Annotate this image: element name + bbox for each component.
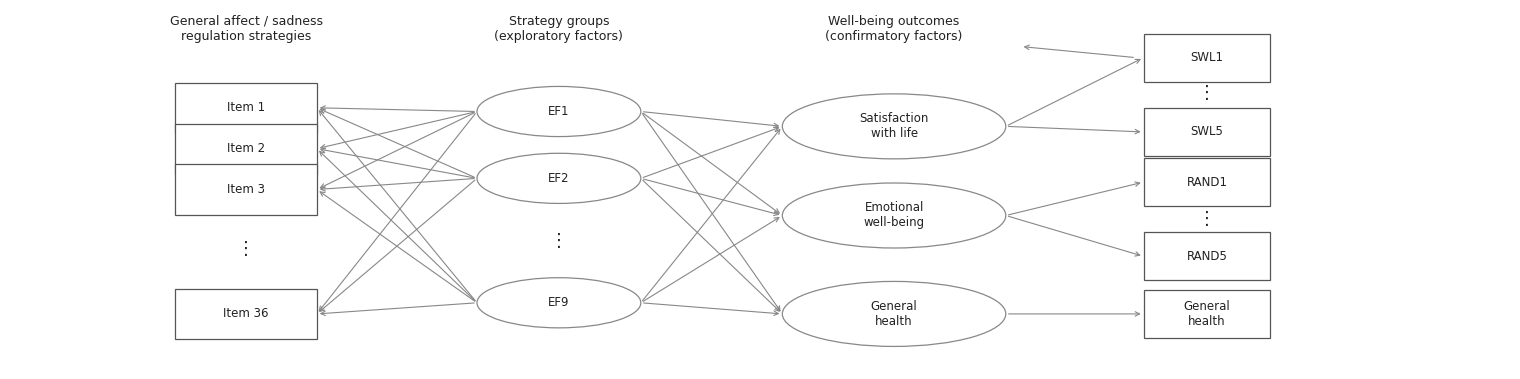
- Text: SWL5: SWL5: [1190, 125, 1224, 138]
- Text: SWL1: SWL1: [1190, 51, 1224, 64]
- FancyBboxPatch shape: [1143, 290, 1271, 338]
- Text: General affect / sadness
regulation strategies: General affect / sadness regulation stra…: [170, 15, 322, 43]
- Text: RAND1: RAND1: [1187, 175, 1227, 189]
- Text: ⋮: ⋮: [1198, 210, 1216, 228]
- FancyBboxPatch shape: [175, 164, 316, 215]
- Text: EF9: EF9: [549, 296, 570, 309]
- Ellipse shape: [783, 282, 1006, 346]
- Text: Well-being outcomes
(confirmatory factors): Well-being outcomes (confirmatory factor…: [825, 15, 962, 43]
- Text: Emotional
well-being: Emotional well-being: [863, 202, 924, 230]
- Text: ⋮: ⋮: [237, 240, 255, 258]
- Ellipse shape: [477, 153, 641, 204]
- Text: Item 2: Item 2: [226, 142, 264, 155]
- Ellipse shape: [783, 183, 1006, 248]
- Text: General
health: General health: [1184, 300, 1230, 328]
- FancyBboxPatch shape: [1143, 108, 1271, 156]
- Text: Item 1: Item 1: [226, 101, 264, 114]
- Text: ⋮: ⋮: [1198, 84, 1216, 102]
- FancyBboxPatch shape: [1143, 232, 1271, 280]
- Text: Item 3: Item 3: [226, 183, 264, 196]
- Text: ⋮: ⋮: [550, 232, 568, 250]
- Text: Strategy groups
(exploratory factors): Strategy groups (exploratory factors): [494, 15, 623, 43]
- FancyBboxPatch shape: [1143, 33, 1271, 82]
- Ellipse shape: [783, 94, 1006, 159]
- Text: General
health: General health: [871, 300, 918, 328]
- FancyBboxPatch shape: [175, 124, 316, 174]
- Text: RAND5: RAND5: [1187, 250, 1227, 263]
- Ellipse shape: [477, 86, 641, 136]
- FancyBboxPatch shape: [175, 289, 316, 339]
- Text: Satisfaction
with life: Satisfaction with life: [859, 112, 929, 140]
- Text: EF2: EF2: [549, 172, 570, 185]
- Text: EF1: EF1: [549, 105, 570, 118]
- Text: Item 36: Item 36: [223, 307, 269, 320]
- FancyBboxPatch shape: [1143, 158, 1271, 206]
- Ellipse shape: [477, 278, 641, 328]
- FancyBboxPatch shape: [175, 83, 316, 133]
